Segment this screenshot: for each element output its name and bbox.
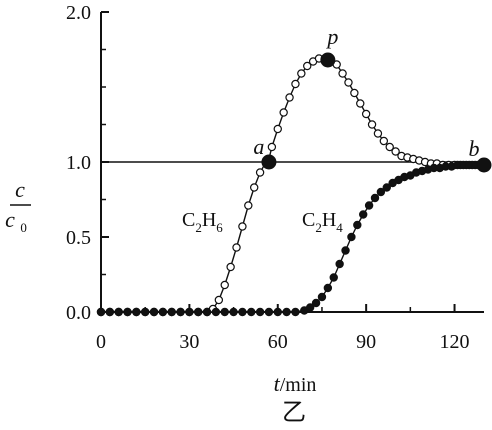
- data-point: [214, 295, 224, 305]
- y-tick-label: 1.0: [66, 152, 91, 174]
- special-point-label: p: [325, 24, 338, 49]
- data-point: [373, 129, 383, 138]
- tick-layer: 0 30 60 90 120 0.0 0.5 1.0 2.0: [66, 2, 470, 353]
- data-point: [291, 79, 300, 89]
- data-point: [238, 307, 247, 317]
- x-tick-label: 120: [440, 331, 470, 353]
- series-line: [101, 164, 484, 313]
- data-point: [370, 193, 380, 203]
- data-point: [347, 232, 356, 242]
- x-axis-label: t/min: [274, 371, 317, 396]
- data-point: [341, 246, 350, 255]
- special-point-label: b: [469, 136, 480, 161]
- data-point: [247, 307, 256, 317]
- data-point: [226, 262, 235, 272]
- x-tick-label: 0: [96, 331, 106, 353]
- x-tick-label: 30: [179, 331, 199, 353]
- data-point: [338, 69, 347, 78]
- data-point: [350, 88, 359, 98]
- data-point: [317, 292, 327, 302]
- series-label-c2h6: C2H6: [182, 209, 223, 235]
- data-point: [356, 99, 365, 108]
- data-point: [158, 307, 168, 317]
- y-tick-label: 2.0: [66, 2, 91, 24]
- y-axis-label-denominator-base: c: [5, 207, 15, 232]
- label-layer: C2H6 C2H4: [182, 209, 343, 235]
- data-point: [361, 109, 371, 119]
- special-point-a: [261, 154, 277, 170]
- x-tick-label: 90: [356, 331, 376, 353]
- data-point: [255, 168, 265, 177]
- data-point: [176, 307, 185, 317]
- data-point: [202, 307, 212, 317]
- data-point: [132, 307, 141, 317]
- data-point: [385, 142, 394, 152]
- data-point: [267, 142, 277, 152]
- data-point: [335, 259, 344, 269]
- data-point: [311, 298, 321, 308]
- data-point: [291, 307, 300, 317]
- data-point: [303, 61, 312, 71]
- series-c2h4: [96, 160, 489, 317]
- data-point: [279, 108, 288, 117]
- data-point: [249, 183, 259, 192]
- y-axis-label-denominator-sub: 0: [20, 220, 27, 235]
- data-point: [220, 280, 229, 290]
- data-point: [255, 307, 265, 317]
- figure-caption: 乙: [282, 398, 306, 426]
- data-point: [379, 136, 389, 146]
- data-point: [382, 183, 391, 192]
- data-point: [323, 283, 333, 293]
- data-point: [211, 307, 221, 317]
- data-point: [167, 307, 176, 317]
- data-point: [220, 307, 229, 317]
- x-axis-label-unit: /min: [280, 374, 317, 396]
- series-label-c2h4: C2H4: [302, 209, 343, 235]
- data-point: [244, 201, 253, 210]
- data-point: [123, 307, 132, 317]
- data-point: [353, 220, 362, 230]
- data-point: [359, 210, 368, 219]
- y-axis-label-denominator: c 0: [5, 207, 27, 235]
- series-c2h6: [96, 54, 489, 317]
- data-point: [282, 307, 291, 317]
- special-points-layer: a p b: [253, 24, 492, 173]
- x-axis-label-italic: t: [274, 371, 281, 396]
- x-tick-label: 60: [268, 331, 288, 353]
- series-layer: [96, 54, 489, 317]
- data-point: [297, 69, 306, 78]
- data-point: [285, 93, 294, 102]
- y-tick-label: 0.5: [66, 227, 91, 249]
- data-point: [376, 187, 386, 197]
- data-point: [367, 120, 377, 129]
- y-axis-label: c c 0: [5, 177, 31, 235]
- data-point: [329, 273, 338, 282]
- data-point: [194, 307, 203, 317]
- data-point: [114, 307, 123, 317]
- data-point: [364, 201, 374, 210]
- data-point: [344, 78, 353, 87]
- data-point: [149, 307, 159, 317]
- data-point: [273, 124, 282, 134]
- special-point-b: [476, 157, 492, 173]
- data-point: [238, 222, 247, 231]
- data-point: [391, 147, 400, 156]
- y-tick-label: 0.0: [66, 302, 91, 324]
- data-point: [305, 303, 315, 312]
- data-point: [232, 243, 241, 252]
- special-point-p: [320, 52, 336, 68]
- special-point-label: a: [253, 134, 264, 159]
- y-axis-label-numerator: c: [15, 177, 25, 202]
- data-point: [264, 307, 274, 317]
